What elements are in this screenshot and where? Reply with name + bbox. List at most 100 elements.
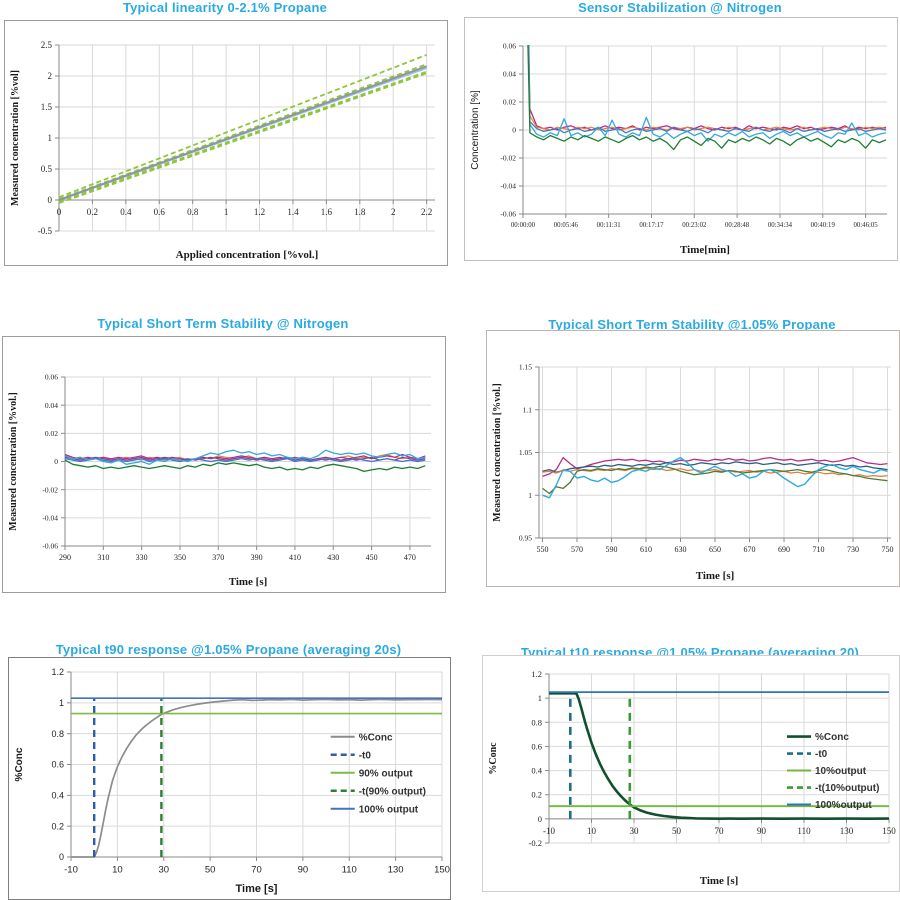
legend-label: 10%output [815, 766, 867, 777]
panel-t10-response: Typical t10 response @1.05% Propane (ave… [450, 620, 900, 900]
y-tick-label: 0.06 [503, 42, 516, 51]
x-tick-label: -10 [543, 826, 555, 836]
chart-title: Sensor Stabilization @ Nitrogen [578, 0, 782, 15]
y-tick-label: -0.2 [529, 838, 542, 848]
y-tick-label: 2.5 [41, 40, 53, 50]
sensor-5-green-series [527, 45, 887, 151]
y-tick-label: 0.4 [51, 790, 64, 800]
x-tick-label: 630 [674, 545, 686, 554]
y-tick-label: 0.6 [531, 741, 542, 751]
legend-label: -t0 [359, 750, 372, 761]
sensor-4-green-series [542, 465, 888, 495]
x-tick-label: 00:40:19 [811, 222, 836, 229]
x-axis-title: Applied concentration [%vol.] [176, 249, 319, 261]
x-tick-label: 370 [212, 553, 224, 562]
chart-title: Typical linearity 0-2.1% Propane [122, 0, 328, 15]
panel-stability-nitrogen: Typical Short Term Stability @ Nitrogen … [0, 300, 450, 600]
sensor-3-orange-series [542, 467, 888, 477]
legend-label: 100%output [815, 800, 872, 811]
sensor-4-blue-series [64, 458, 426, 463]
x-tick-label: 0.6 [154, 207, 166, 217]
x-tick-label: 130 [388, 865, 404, 876]
panel-stability-propane: Typical Short Term Stability @1.05% Prop… [450, 300, 900, 600]
y-tick-label: 0.06 [45, 373, 58, 382]
chart-box: -0.2 0 0.2 0.4 0.6 0.8 1 1.2 -10 10 30 50 70 90 110 130… [482, 655, 900, 892]
legend-label: %Conc [359, 732, 393, 743]
x-tick-label: 90 [757, 826, 767, 836]
y-axis-title: Measured concentration [%vol] [10, 70, 21, 206]
chart-box: 0 0.2 0.4 0.6 0.8 1 1.2 -10 10 30 50 70 90 110 130 150 T… [8, 657, 451, 900]
sensor-2-magenta-series [64, 453, 426, 461]
x-tick-label: 670 [744, 545, 756, 554]
x-tick-label: 30 [158, 865, 169, 876]
sensor-3-blue-series [528, 45, 887, 134]
x-tick-label: 750 [882, 545, 894, 554]
x-tick-label: 10 [587, 826, 597, 836]
sensor-2-orange-series [527, 45, 887, 131]
y-tick-label: 1.1 [523, 405, 533, 414]
chart-box: -0.06 -0.04 -0.02 0 0.02 0.04 0.06 00:00:00 00:0… [464, 17, 898, 261]
linearity-chart: -0.5 0 0.5 1 1.5 2 2.5 0 0.2 0.4 0.6 0.8 1 1.2 1.4 1.6 1… [10, 40, 435, 261]
stability-propane-chart: 0.95 1 1.05 1.1 1.15 550 570 590 610 630 650 670 690… [492, 363, 894, 582]
x-tick-label: 70 [715, 826, 725, 836]
y-axis-title: Measured concentration [%vol.] [492, 383, 503, 521]
x-tick-label: 30 [630, 826, 640, 836]
y-tick-label: 0 [512, 126, 516, 135]
y-tick-label: 1 [48, 133, 53, 143]
y-tick-label: -0.04 [42, 513, 58, 522]
y-tick-label: 0.6 [51, 760, 64, 770]
x-axis-title: Time [s] [700, 875, 739, 887]
x-tick-label: 450 [366, 553, 378, 562]
x-tick-label: 690 [778, 545, 790, 554]
y-tick-label: 1.5 [41, 102, 53, 112]
x-axis-title: Time[min] [680, 244, 730, 256]
x-tick-label: 2.2 [421, 207, 432, 217]
x-tick-label: 1.2 [254, 207, 265, 217]
t10-response-chart: -0.2 0 0.2 0.4 0.6 0.8 1 1.2 -10 10 30 50 70 90 110 130… [488, 669, 896, 887]
legend-label: -t(90% output) [359, 786, 426, 797]
x-tick-label: -10 [64, 865, 78, 876]
x-tick-label: 00:00:00 [511, 222, 536, 229]
y-tick-label: 0.95 [519, 534, 532, 543]
chart-box: 0.95 1 1.05 1.1 1.15 550 570 590 610 630 650 670 690… [486, 330, 900, 587]
y-tick-label: -0.02 [500, 154, 516, 163]
x-tick-label: 650 [709, 545, 721, 554]
x-tick-label: 590 [605, 545, 617, 554]
y-tick-label: 1 [59, 698, 64, 708]
panel-linearity: Typical linearity 0-2.1% Propane -0.5 0 0.… [0, 0, 450, 290]
x-tick-label: 710 [813, 545, 825, 554]
x-tick-label: 50 [205, 865, 216, 876]
y-tick-label: 0 [538, 814, 542, 824]
x-tick-label: 570 [571, 545, 583, 554]
legend-label: %Conc [815, 732, 849, 743]
y-tick-label: 1.15 [519, 363, 532, 372]
x-tick-label: 50 [672, 826, 682, 836]
sensor-5-cyan-series [64, 449, 426, 465]
y-tick-label: 0.04 [45, 401, 58, 410]
x-tick-label: 310 [97, 553, 109, 562]
sensor-6-green-series [64, 459, 426, 473]
x-tick-label: 00:05:46 [554, 222, 579, 229]
x-tick-label: 90 [298, 865, 309, 876]
x-tick-label: 130 [840, 826, 854, 836]
x-tick-label: 00:17:17 [639, 222, 664, 229]
legend-label: -t(10%output) [815, 783, 879, 794]
ideal-series [58, 65, 427, 202]
x-tick-label: 1 [224, 207, 229, 217]
x-tick-label: 330 [136, 553, 148, 562]
x-tick-label: 290 [59, 553, 71, 562]
stabilization-chart: -0.06 -0.04 -0.02 0 0.02 0.04 0.06 00:00:00 00:0… [470, 42, 887, 256]
lower-tolerance-series [58, 72, 427, 204]
x-tick-label: 1.4 [287, 207, 299, 217]
sensor-4-cyan-series [527, 45, 887, 142]
y-axis-title: %Conc [488, 742, 499, 775]
stability-nitrogen-chart: -0.06 -0.04 -0.02 0 0.02 0.04 0.06 290 310 330 350… [8, 373, 431, 588]
x-tick-label: 0 [57, 207, 62, 217]
chart-title: Typical t90 response @1.05% Propane (ave… [55, 642, 402, 657]
y-tick-label: 0.5 [41, 164, 53, 174]
x-tick-label: 550 [536, 545, 548, 554]
x-tick-label: 610 [640, 545, 652, 554]
chart-box: -0.06 -0.04 -0.02 0 0.02 0.04 0.06 290 310 330 350… [2, 336, 446, 593]
panel-t90-response: Typical t90 response @1.05% Propane (ave… [0, 620, 451, 900]
